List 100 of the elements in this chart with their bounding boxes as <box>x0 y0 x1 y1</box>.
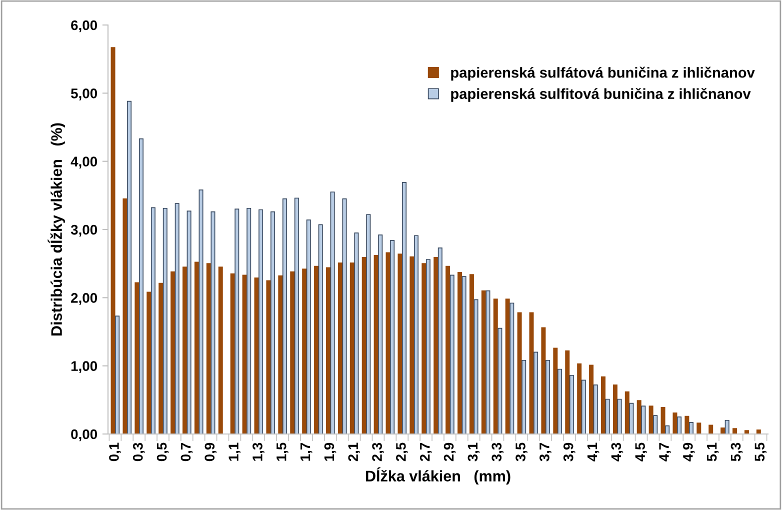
bar <box>732 428 738 434</box>
x-tick-label: 0,7 <box>180 442 193 462</box>
bar <box>326 267 330 434</box>
y-tick-label: 2,00 <box>71 293 98 305</box>
bar <box>410 256 414 434</box>
bar <box>290 271 295 434</box>
bar <box>446 266 450 434</box>
x-tick-label: 1,1 <box>228 442 240 461</box>
bar <box>138 138 144 434</box>
bar <box>115 316 120 434</box>
bar <box>127 100 132 434</box>
bar <box>450 274 454 434</box>
bar <box>569 374 574 434</box>
bar <box>688 422 694 434</box>
bar <box>577 363 582 434</box>
bar <box>612 384 618 434</box>
bar <box>366 214 371 434</box>
bar <box>589 364 594 434</box>
bar <box>330 192 335 434</box>
y-tick-label: 3,00 <box>70 224 98 237</box>
bar <box>270 211 276 434</box>
bar <box>720 427 726 434</box>
bar <box>390 240 395 434</box>
bar <box>498 328 502 434</box>
bar <box>398 254 402 434</box>
bar <box>593 384 598 434</box>
bar <box>581 380 586 434</box>
bar <box>493 298 498 434</box>
bar <box>426 259 430 434</box>
x-tick-label: 5,3 <box>730 442 743 462</box>
bar <box>724 420 730 434</box>
bar <box>469 274 474 434</box>
y-tick-label: 4,00 <box>70 156 98 169</box>
bar <box>605 398 610 434</box>
bar <box>565 350 570 434</box>
bar <box>660 406 666 434</box>
bar <box>194 262 199 434</box>
x-tick-label: 1,9 <box>324 442 336 461</box>
x-tick-label: 0,9 <box>204 442 217 462</box>
bar <box>677 416 682 434</box>
y-tick-label: 0,00 <box>71 429 98 442</box>
x-tick-label: 3,5 <box>516 442 528 462</box>
bar <box>653 415 658 434</box>
x-tick-label: 3,9 <box>563 442 576 462</box>
bar <box>338 262 342 434</box>
bar <box>522 360 526 434</box>
bar <box>624 391 630 434</box>
bar <box>486 290 490 434</box>
bar <box>708 424 714 434</box>
bar <box>600 376 606 434</box>
x-tick-label: 3,7 <box>540 442 552 462</box>
y-tick-label: 6,00 <box>71 20 98 32</box>
bar <box>198 190 204 434</box>
bar <box>756 429 761 434</box>
x-tick-label: 4,1 <box>587 442 600 462</box>
x-tick-label: 1,5 <box>276 442 288 461</box>
x-tick-label: 3,3 <box>492 442 504 462</box>
bar <box>541 327 546 434</box>
bar <box>462 276 466 434</box>
legend-label: papierenská sulfátová buničina z ihličnanov <box>451 66 755 81</box>
bar <box>354 232 359 434</box>
x-tick-label: 4,9 <box>682 442 695 462</box>
bar <box>696 422 702 434</box>
bar <box>110 47 116 434</box>
bar <box>294 198 299 434</box>
bar <box>282 198 287 434</box>
bar <box>318 224 323 434</box>
x-tick-label: 1,7 <box>300 442 312 461</box>
y-tick-label: 1,00 <box>71 361 98 374</box>
x-tick-label: 4,7 <box>659 442 671 462</box>
bar <box>534 352 538 434</box>
legend-label: papierenská sulfitová buničina z ihličnanov <box>451 88 751 102</box>
bar <box>170 271 176 434</box>
x-tick-label: 2,3 <box>372 442 384 462</box>
bar <box>378 234 383 434</box>
x-tick-label: 5,5 <box>754 442 767 462</box>
bar <box>546 360 550 434</box>
bar <box>672 412 678 434</box>
bar <box>150 207 156 434</box>
bar <box>218 266 223 434</box>
bar <box>458 272 462 434</box>
bar <box>258 209 264 434</box>
bar <box>517 312 522 434</box>
x-tick-label: 0,5 <box>156 442 169 462</box>
bar <box>684 416 690 434</box>
bar <box>474 299 478 434</box>
bar <box>422 263 426 434</box>
x-tick-label: 3,1 <box>468 442 480 462</box>
bar <box>402 182 407 434</box>
bar <box>648 406 654 434</box>
bar <box>158 282 164 434</box>
bar <box>162 208 168 434</box>
bar <box>278 275 283 434</box>
bar <box>553 348 558 434</box>
x-tick-label: 4,5 <box>635 442 648 462</box>
bar <box>246 208 252 434</box>
x-tick-label: 0,3 <box>132 442 145 462</box>
y-axis-title: Distribúcia dĺžky vlákien (%) <box>48 123 65 336</box>
bar <box>302 268 307 434</box>
y-tick-label: 5,00 <box>70 88 98 100</box>
